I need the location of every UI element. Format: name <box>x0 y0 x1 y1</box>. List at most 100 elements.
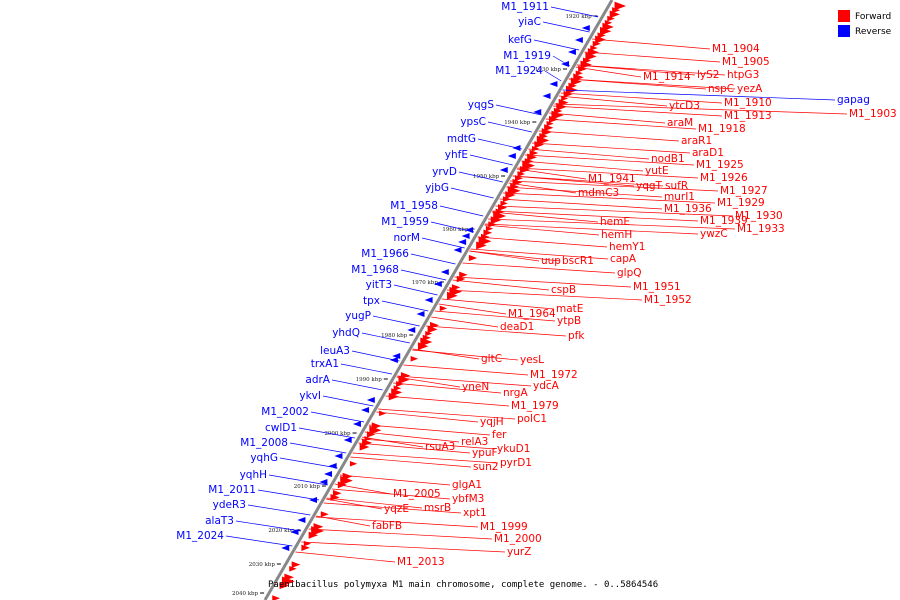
label-leader-line <box>446 289 643 301</box>
gene-label-m1-1958: M1_1958 <box>390 200 438 212</box>
label-leader-line <box>289 442 347 454</box>
gene-label-glga1: glgA1 <box>452 479 482 491</box>
forward-gene-feature <box>483 229 493 237</box>
label-leader-line <box>358 442 471 454</box>
forward-gene-feature <box>592 40 601 47</box>
reverse-gene-feature <box>281 545 290 551</box>
label-leader-line <box>421 237 465 249</box>
forward-gene-feature <box>410 355 419 362</box>
label-leader-line <box>584 51 721 63</box>
legend-label-forward: Forward <box>855 12 891 22</box>
gene-label-sun2: sun2 <box>473 461 498 473</box>
gene-label-nspc: nspC <box>708 83 734 95</box>
label-leader-line <box>560 92 723 104</box>
reverse-gene-feature <box>407 327 416 333</box>
label-leader-line <box>326 497 423 509</box>
gene-label-hemh: hemH <box>601 229 632 241</box>
forward-gene-feature <box>612 7 621 14</box>
label-leader-line <box>350 456 472 468</box>
label-leader-line <box>568 78 736 90</box>
gene-label-m1-1905: M1_1905 <box>722 56 770 68</box>
label-leader-line <box>431 316 499 328</box>
gene-label-m1-1999: M1_1999 <box>480 521 528 533</box>
label-leader-line <box>381 300 429 312</box>
gene-label-yqjh: yqjH <box>480 416 504 428</box>
label-leader-line <box>558 95 668 107</box>
label-leader-line <box>575 66 642 78</box>
label-leader-line <box>372 315 420 327</box>
gene-label-m1-1951: M1_1951 <box>633 281 681 293</box>
gene-label-ytpb: ytpB <box>557 315 581 327</box>
label-leader-line <box>331 488 451 500</box>
tick-label: 2030 kbp <box>249 562 276 568</box>
label-leader-line <box>410 253 456 265</box>
label-leader-line <box>484 224 600 236</box>
legend-swatch-reverse <box>838 25 850 37</box>
reverse-gene-feature <box>433 281 442 287</box>
reverse-gene-feature <box>424 297 433 303</box>
gene-label-leua3: leuA3 <box>320 345 350 357</box>
gene-label-yute: yutE <box>645 165 669 177</box>
label-leader-line <box>487 218 736 230</box>
reverse-gene-feature <box>574 37 583 43</box>
gene-label-trxa1: trxA1 <box>311 358 339 370</box>
gene-label-m1-2013: M1_2013 <box>397 556 445 568</box>
gene-label-yiac: yiaC <box>518 16 541 28</box>
tick-label: 1980 kbp <box>381 333 408 339</box>
reverse-gene-feature <box>542 93 551 99</box>
gene-label-kefg: kefG <box>508 34 532 46</box>
forward-gene-feature <box>599 26 612 36</box>
gene-label-m1-1913: M1_1913 <box>724 110 772 122</box>
gene-label-rela3: relA3 <box>461 436 488 448</box>
label-leader-line <box>310 411 365 423</box>
label-leader-line <box>334 483 392 495</box>
forward-gene-feature <box>393 385 402 392</box>
label-leader-line <box>298 427 355 439</box>
forward-gene-feature <box>420 337 433 347</box>
gene-label-yhfe: yhfE <box>445 149 468 161</box>
label-leader-line <box>458 171 503 183</box>
forward-gene-feature <box>575 70 583 76</box>
label-leader-line <box>323 502 462 514</box>
gene-label-msrb: msrB <box>424 502 451 514</box>
gene-label-m1-1959: M1_1959 <box>381 216 429 228</box>
legend-label-reverse: Reverse <box>855 27 892 37</box>
gene-label-m1-2011: M1_2011 <box>208 484 256 496</box>
gene-label-m1-1936: M1_1936 <box>664 203 712 215</box>
forward-gene-feature <box>359 443 370 451</box>
label-leader-line <box>469 154 513 166</box>
forward-gene-feature <box>609 10 621 19</box>
gene-label-glpq: glpQ <box>617 267 642 279</box>
forward-gene-feature <box>362 439 373 447</box>
forward-gene-feature <box>279 582 290 590</box>
reverse-gene-feature <box>567 49 576 55</box>
label-leader-line <box>438 303 507 315</box>
label-leader-line <box>562 89 836 101</box>
gene-label-htpg3: htpG3 <box>727 69 759 81</box>
label-leader-line <box>509 180 719 192</box>
gene-label-m1-1918: M1_1918 <box>698 123 746 135</box>
forward-gene-feature <box>546 120 554 127</box>
gene-label-yrvd: yrvD <box>432 166 457 178</box>
scale-ticks: 1920 kbp 1930 kbp 1940 kbp 1950 kbp 1960 kbp… <box>232 14 598 597</box>
label-leader-line <box>495 205 734 217</box>
label-leader-line <box>308 528 493 540</box>
gene-label-yitt3: yitT3 <box>366 279 392 291</box>
label-leader-line <box>553 105 723 117</box>
gene-label-m1-1919: M1_1919 <box>503 50 551 62</box>
chromosome-backbone <box>263 0 614 600</box>
gene-label-heme: hemE <box>600 216 630 228</box>
reverse-gene-feature <box>453 247 462 253</box>
forward-gene-feature <box>417 342 429 351</box>
gene-label-arad1: araD1 <box>692 147 724 159</box>
gene-label-nodb1: nodB1 <box>651 153 685 165</box>
gene-label-fabfb: fabFB <box>372 520 402 532</box>
gene-label-m1-2005: M1_2005 <box>393 488 441 500</box>
forward-gene-feature <box>517 171 526 177</box>
label-leader-line <box>450 187 494 199</box>
forward-gene-feature <box>320 511 329 518</box>
reverse-gene-feature <box>507 153 516 159</box>
forward-gene-feature <box>500 200 508 207</box>
gene-label-m1-2024: M1_2024 <box>176 530 224 542</box>
label-leader-line <box>502 192 716 204</box>
